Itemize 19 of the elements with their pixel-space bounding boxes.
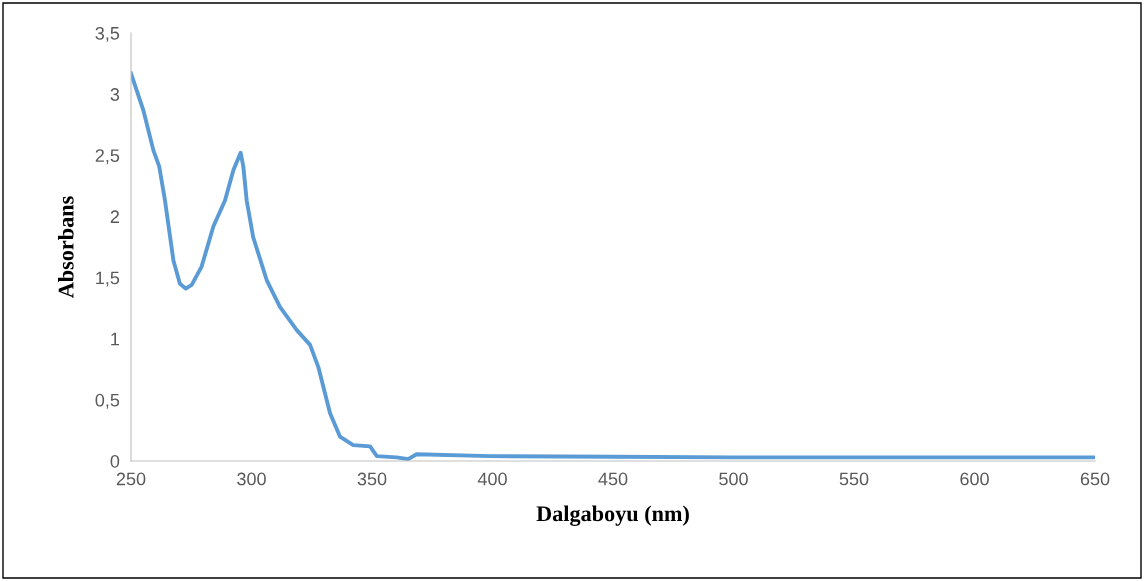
y-tick-label: 1,5 [96,271,120,287]
x-tick-label: 550 [839,472,869,486]
x-tick-label: 600 [960,472,989,486]
y-tick-label: 2,5 [95,149,120,165]
x-tick-label: 400 [477,472,507,486]
y-axis-title: Absorbans [57,196,74,299]
x-tick-label: 250 [116,472,146,486]
y-tick-label: 0 [110,454,120,468]
x-tick-label: 650 [1080,472,1110,486]
y-tick-label: 1 [111,332,120,346]
x-axis-title: Dalgaboyu (nm) [536,505,689,526]
x-tick-label: 300 [237,472,266,486]
y-tick-label: 0,5 [95,393,120,409]
y-tick-label: 3,5 [95,26,120,42]
x-tick-label: 500 [719,472,748,486]
y-tick-label: 3 [110,88,120,101]
x-tick-label: 450 [598,472,628,486]
y-tick-label: 2 [110,210,119,223]
x-tick-label: 350 [357,472,387,486]
